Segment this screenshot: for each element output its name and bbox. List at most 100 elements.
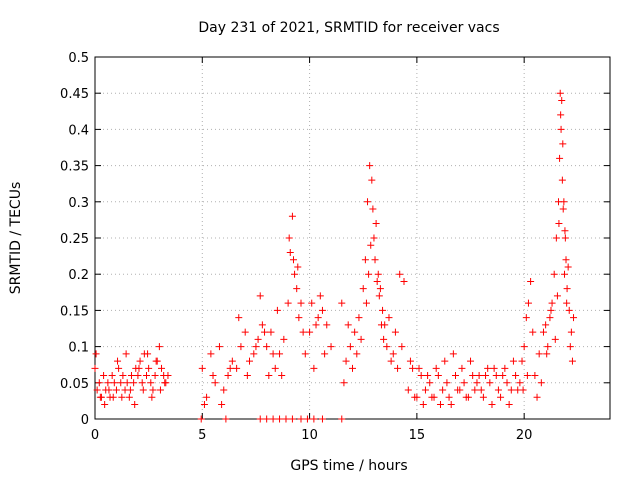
data-point <box>144 350 152 358</box>
data-point <box>145 364 153 372</box>
data-point <box>256 292 264 300</box>
data-point <box>379 306 387 314</box>
data-point <box>512 372 520 380</box>
data-point <box>497 393 505 401</box>
data-point <box>346 343 354 351</box>
data-point <box>372 220 380 228</box>
x-tick-label: 15 <box>409 428 426 443</box>
data-point <box>421 386 429 394</box>
data-point <box>501 364 509 372</box>
y-tick-label: 0.45 <box>60 87 89 102</box>
data-point <box>531 372 539 380</box>
data-point <box>404 386 412 394</box>
data-point <box>544 343 552 351</box>
data-point <box>394 364 402 372</box>
data-point <box>556 154 564 162</box>
data-point <box>469 372 477 380</box>
data-point <box>338 415 346 423</box>
data-point <box>492 372 500 380</box>
data-point <box>539 328 547 336</box>
data-point <box>447 401 455 409</box>
data-point <box>546 314 554 322</box>
data-point <box>411 393 419 401</box>
data-point <box>369 205 377 213</box>
data-point <box>507 386 515 394</box>
data-point <box>282 415 290 423</box>
data-point <box>505 401 513 409</box>
data-point <box>460 379 468 387</box>
data-point <box>327 343 335 351</box>
data-point <box>293 285 301 293</box>
data-point <box>91 364 99 372</box>
data-point <box>519 386 527 394</box>
data-point <box>215 343 223 351</box>
data-point <box>550 270 558 278</box>
x-tick-label: 20 <box>516 428 533 443</box>
data-point <box>561 227 569 235</box>
data-point <box>312 321 320 329</box>
data-point <box>391 328 399 336</box>
data-point <box>156 386 164 394</box>
data-point <box>520 343 528 351</box>
data-point <box>365 270 373 278</box>
data-point <box>297 299 305 307</box>
chart-title: Day 231 of 2021, SRMTID for receiver vac… <box>198 20 499 36</box>
data-point <box>409 364 417 372</box>
y-tick-label: 0.25 <box>60 232 89 247</box>
data-point <box>499 372 507 380</box>
data-point <box>344 321 352 329</box>
data-point <box>355 314 363 322</box>
data-point <box>462 393 470 401</box>
y-tick-label: 0.05 <box>60 377 89 392</box>
data-point <box>323 321 331 329</box>
data-point <box>117 379 125 387</box>
x-tick-label: 5 <box>198 428 206 443</box>
y-tick-label: 0.35 <box>60 160 89 175</box>
data-point <box>434 372 442 380</box>
data-point <box>377 321 385 329</box>
data-point <box>552 234 560 242</box>
data-point <box>518 357 526 365</box>
data-point <box>452 372 459 380</box>
data-point <box>321 350 329 358</box>
data-point <box>252 343 260 351</box>
data-point <box>503 379 511 387</box>
gridlines <box>95 57 610 419</box>
data-point <box>203 393 211 401</box>
y-tick-label: 0.15 <box>60 304 89 319</box>
x-tick-label: 0 <box>91 428 99 443</box>
data-point <box>484 364 492 372</box>
data-point <box>371 256 379 264</box>
data-point <box>449 350 457 358</box>
data-point <box>523 372 531 380</box>
data-point <box>561 270 569 278</box>
data-point <box>567 328 575 336</box>
data-point <box>368 176 376 184</box>
data-point <box>136 357 144 365</box>
data-point <box>131 401 139 409</box>
data-point <box>265 372 273 380</box>
data-point <box>486 379 494 387</box>
data-point <box>415 364 423 372</box>
data-point <box>551 335 559 343</box>
data-point <box>285 234 293 242</box>
data-point <box>555 220 563 228</box>
data-point <box>152 357 160 365</box>
data-point <box>471 386 479 394</box>
data-point <box>158 364 166 372</box>
data-point <box>299 328 307 336</box>
data-point <box>563 285 571 293</box>
data-point <box>301 350 309 358</box>
y-tick-label: 0.1 <box>68 341 89 356</box>
data-point <box>130 379 138 387</box>
data-point <box>263 343 271 351</box>
data-point <box>115 364 123 372</box>
data-point <box>269 350 277 358</box>
data-point <box>439 386 447 394</box>
data-point <box>553 292 561 300</box>
data-point <box>218 401 226 409</box>
data-point <box>477 386 485 394</box>
data-point <box>318 415 326 423</box>
data-point <box>443 379 451 387</box>
data-point <box>222 415 230 423</box>
